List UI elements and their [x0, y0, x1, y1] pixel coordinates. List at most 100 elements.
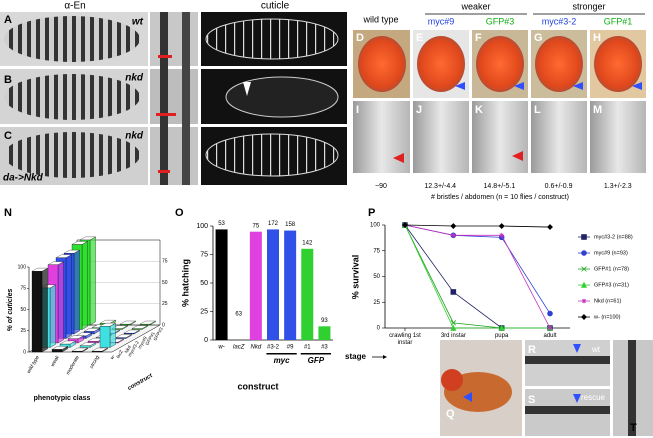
- bar: [301, 248, 314, 340]
- y-tick-label: 25: [162, 301, 168, 307]
- panel-label: G: [534, 32, 543, 44]
- bar: [115, 337, 127, 339]
- y-tick-label: 75: [200, 251, 208, 258]
- group-bracket: [300, 353, 331, 355]
- panel-label: B: [4, 74, 12, 86]
- x-tick-label: wild type: [26, 354, 41, 374]
- line: [404, 224, 550, 329]
- arrowhead: [463, 392, 472, 402]
- y-tick-label: 25: [373, 300, 380, 306]
- panel-label: M: [593, 104, 602, 116]
- legend-label: Nkd (n=61): [594, 298, 622, 304]
- x-tick-label: adult: [543, 333, 557, 339]
- panel-label: K: [475, 104, 483, 116]
- y-tick-label: 100: [18, 264, 27, 270]
- bar-side: [49, 284, 56, 348]
- x-tick-label: weak: [50, 354, 61, 368]
- bristle-count: ~90: [375, 183, 387, 190]
- cuticle: [205, 18, 339, 60]
- legend-label: w- (n=100): [593, 314, 621, 320]
- y-tick-label: 25: [200, 308, 208, 315]
- bristle-count: 1.3+/-2.3: [604, 183, 632, 190]
- panel-label: H: [593, 32, 601, 44]
- bar: [119, 323, 131, 326]
- y-tick-label: 0: [23, 349, 26, 355]
- y-tick-label: 75: [20, 286, 26, 292]
- marker: [450, 324, 457, 331]
- bar-side: [65, 254, 72, 339]
- x-tick-label: Nkd: [251, 345, 262, 351]
- embryo: [4, 74, 140, 120]
- bristle-count: 12.3+/-4.4: [424, 183, 456, 190]
- y-tick-label: 25: [20, 328, 26, 334]
- construct-label: GFP#3: [486, 16, 515, 26]
- eye: [476, 36, 524, 92]
- panel-label: E: [416, 32, 423, 44]
- panel-label: N: [4, 207, 12, 219]
- arrowhead: [455, 82, 465, 90]
- eye: [535, 36, 583, 92]
- y-tick-label: 75: [373, 248, 380, 254]
- line: [404, 224, 550, 329]
- genotype-label: nkd: [125, 131, 144, 142]
- embryo: [4, 132, 140, 178]
- arrow: [156, 113, 176, 116]
- count-label: 142: [302, 240, 313, 246]
- bar: [123, 332, 135, 335]
- marker: [547, 224, 553, 231]
- bar: [267, 229, 279, 340]
- y-axis-title: % of cuticles: [7, 289, 14, 332]
- eye-photos: [353, 13, 646, 173]
- bar: [284, 230, 297, 340]
- marker: [402, 222, 408, 228]
- arrowhead: [573, 394, 581, 403]
- genotype-label: nkd: [125, 73, 144, 84]
- marker: [498, 223, 505, 229]
- bar-side: [41, 267, 48, 353]
- y-axis-title: % hatching: [180, 259, 190, 307]
- arrow: [158, 170, 170, 173]
- arrowhead: [573, 82, 583, 90]
- bar: [31, 271, 43, 353]
- x-tick-label: w-: [218, 345, 224, 351]
- x-tick-label: #1: [304, 345, 311, 351]
- count-label: 53: [218, 221, 225, 227]
- legend-label: myc#3-2 (n=88): [594, 234, 633, 240]
- marker: [547, 325, 553, 331]
- x-axis-title: phenotypic class: [34, 395, 91, 402]
- bar: [51, 349, 63, 353]
- y-tick-label: 75: [162, 259, 168, 265]
- bar: [71, 350, 83, 353]
- arrowhead: [514, 82, 524, 90]
- embryo-photos: [0, 12, 347, 185]
- wing-margin: [628, 340, 636, 436]
- cuticle: [225, 76, 339, 118]
- bar-side: [89, 236, 96, 326]
- legend-label: lacZ: [115, 349, 124, 359]
- construct-label: myc#3-2: [542, 16, 577, 26]
- legend-marker: [580, 281, 588, 288]
- eye: [358, 36, 406, 92]
- bar-side: [109, 322, 116, 348]
- bar: [215, 229, 228, 340]
- line: [404, 224, 551, 228]
- caption: # bristles / abdomen (n = 10 flies / con…: [431, 194, 569, 201]
- wing-margin: [525, 406, 610, 414]
- bar-side: [73, 249, 80, 335]
- panel-label: J: [416, 104, 422, 116]
- arrowhead: [383, 355, 387, 359]
- marker: [450, 289, 457, 295]
- marker: [498, 324, 505, 331]
- y-axis-title: % survival: [350, 255, 360, 300]
- arrowhead: [573, 344, 581, 353]
- x-tick-label: #3: [321, 345, 328, 351]
- group-bracket: [266, 353, 297, 355]
- count-label: 75: [253, 223, 260, 229]
- legend-marker: [581, 266, 587, 272]
- group-label: weaker: [460, 1, 490, 11]
- x-tick-label: #3-2: [267, 345, 280, 351]
- count-label: 63: [235, 312, 242, 318]
- photo: [472, 101, 528, 173]
- panel-label: A: [4, 14, 12, 26]
- eye-label: wild type: [362, 14, 398, 24]
